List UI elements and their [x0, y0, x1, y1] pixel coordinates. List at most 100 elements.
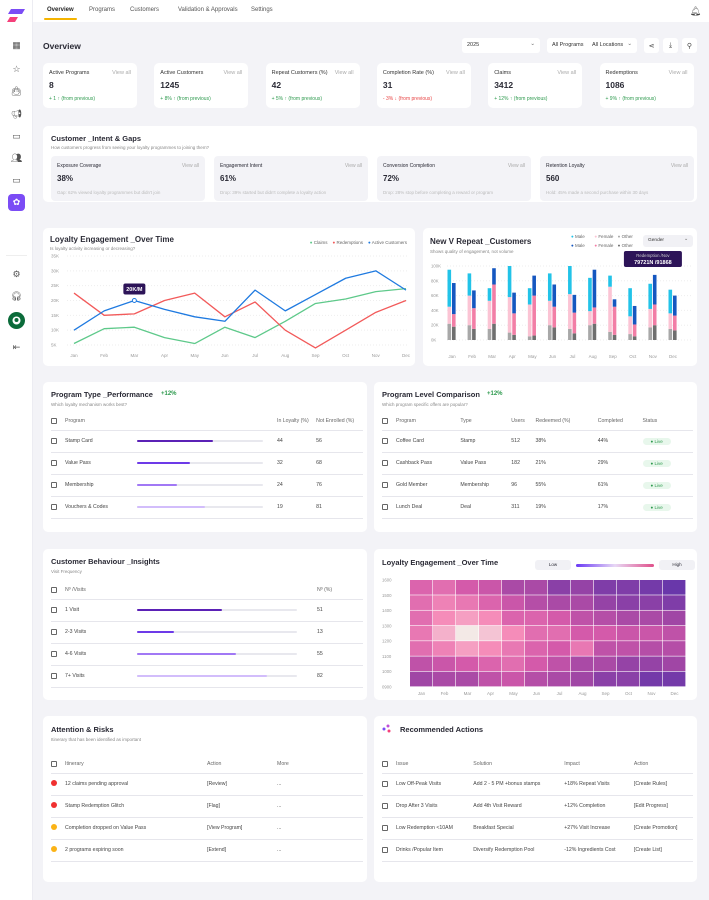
table-row[interactable]: Drinks /Popular Item Diversify Redemption…: [382, 839, 693, 862]
table-row[interactable]: Lunch Deal Deal 311 19% 17% ● Live: [382, 496, 693, 519]
table-row[interactable]: Cashback Pass Value Pass 182 21% 29% ● Live: [382, 452, 693, 475]
checkbox[interactable]: [382, 481, 388, 488]
table-row[interactable]: Coffee Card Stamp 512 38% 44% ● Live: [382, 430, 693, 453]
checkbox[interactable]: [382, 417, 388, 424]
users-icon[interactable]: 👥︎: [10, 153, 23, 163]
download-icon[interactable]: ⤓: [663, 38, 678, 53]
kpi-label: Redemptions: [605, 70, 638, 76]
table-row[interactable]: 4-6 Visits 55: [51, 643, 363, 666]
bar-repeat-other: [652, 325, 657, 340]
checkbox[interactable]: [51, 503, 57, 510]
view-all-link[interactable]: View all: [344, 163, 362, 169]
table-row[interactable]: Membership 24 76: [51, 474, 363, 497]
view-all-link[interactable]: View all: [112, 70, 131, 76]
table-row[interactable]: Vouchers & Codes 19 81: [51, 496, 363, 519]
checkbox[interactable]: [382, 846, 388, 853]
checkbox[interactable]: [382, 459, 388, 466]
view-all-link[interactable]: View all: [507, 163, 525, 169]
app-logo[interactable]: [7, 9, 25, 23]
view-all-link[interactable]: View all: [557, 70, 577, 76]
tab-customers[interactable]: Customers: [130, 7, 160, 13]
action-link[interactable]: [Flag]: [207, 795, 277, 818]
checkbox[interactable]: [51, 459, 57, 466]
view-all-link[interactable]: View all: [334, 70, 354, 76]
checkbox[interactable]: [51, 481, 57, 488]
section-subtitle: Itinerary that has been identified as im…: [51, 737, 142, 742]
logout-icon[interactable]: ⇤: [12, 342, 21, 352]
view-all-link[interactable]: View all: [670, 163, 688, 169]
tab-settings[interactable]: Settings: [251, 7, 273, 13]
more-button[interactable]: ...: [277, 817, 363, 840]
table-row[interactable]: 2 programs expiring soon [Extend]...: [51, 839, 363, 862]
table-row[interactable]: 7+ Visits 82: [51, 665, 363, 688]
loyalty-icon[interactable]: ✿: [8, 194, 25, 211]
more-button[interactable]: ...: [277, 839, 363, 862]
not-enrolled: 68: [316, 452, 363, 475]
heatmap-cell: [594, 625, 617, 641]
view-all-link[interactable]: View all: [446, 70, 465, 76]
card-icon[interactable]: ▭: [12, 175, 21, 185]
heatmap-cell: [502, 641, 525, 656]
checkbox[interactable]: [51, 606, 57, 613]
checkbox[interactable]: [51, 586, 57, 593]
heatmap-cell: [640, 671, 663, 687]
heatmap-cell: [663, 580, 686, 595]
star-icon[interactable]: ☆: [12, 64, 21, 74]
checkbox[interactable]: [51, 437, 57, 444]
table-row[interactable]: Stamp Card 44 56: [51, 430, 363, 453]
tab-validation-approvals[interactable]: Validation & Approvals: [178, 7, 238, 13]
table-row[interactable]: Low Redemption <10AM Breakfast Special +27…: [382, 817, 693, 840]
heatmap-cell: [525, 580, 548, 595]
checkbox[interactable]: [51, 417, 57, 424]
table-row[interactable]: Drop After 3 Visits Add 4th Visit Reward +…: [382, 795, 693, 818]
table-row[interactable]: 2-3 Visits 13: [51, 621, 363, 644]
checkbox[interactable]: [382, 802, 388, 809]
megaphone-icon[interactable]: 📢︎: [10, 109, 23, 119]
action-link[interactable]: [Extend]: [207, 839, 277, 862]
checkbox[interactable]: [382, 760, 388, 767]
gender-dropdown[interactable]: Gender ⌄: [643, 235, 693, 247]
search-icon[interactable]: ⚲: [682, 38, 697, 53]
more-button[interactable]: ...: [277, 795, 363, 818]
filter-dropdown[interactable]: All Locations ⌄: [587, 38, 637, 53]
y-tick-label: 1000: [382, 669, 392, 674]
bell-icon[interactable]: 🔔︎: [689, 6, 701, 16]
tab-overview[interactable]: Overview: [44, 7, 77, 20]
chat-icon[interactable]: ▭: [12, 131, 21, 141]
view-all-link[interactable]: View all: [223, 70, 243, 76]
table-row[interactable]: 12 claims pending approval [Review]...: [51, 773, 363, 796]
table-row[interactable]: Gold Member Membership 96 55% 61% ● Live: [382, 474, 693, 497]
table-row[interactable]: Low Off-Peak Visits Add 2 - 5 PM +bonus s…: [382, 773, 693, 796]
bar-new-male: [668, 289, 673, 314]
checkbox[interactable]: [51, 628, 57, 635]
checkbox[interactable]: [382, 780, 388, 787]
filter-dropdown[interactable]: 2025 ⌄: [462, 38, 540, 53]
table-row[interactable]: Value Pass 32 68: [51, 452, 363, 475]
brand-logo[interactable]: [8, 312, 25, 329]
more-button[interactable]: ...: [277, 773, 363, 796]
view-all-link[interactable]: View all: [181, 163, 199, 169]
table-row[interactable]: Completion dropped on Value Pass [View Pr…: [51, 817, 363, 840]
checkbox[interactable]: [382, 824, 388, 831]
tab-programs[interactable]: Programs: [89, 7, 116, 13]
checkbox[interactable]: [51, 672, 57, 679]
bag-icon[interactable]: 👜︎: [10, 86, 23, 96]
checkbox[interactable]: [51, 650, 57, 657]
share-icon[interactable]: ⋖: [644, 38, 659, 53]
grid-icon[interactable]: ▦: [12, 40, 21, 50]
action-link[interactable]: [Edit Progress]: [633, 795, 693, 818]
kpi-change: + 5% ↑ (from previous): [271, 96, 323, 102]
checkbox[interactable]: [51, 760, 57, 767]
action-link[interactable]: [Create Rules]: [633, 773, 693, 796]
settings-icon[interactable]: ⚙: [12, 269, 21, 279]
checkbox[interactable]: [382, 503, 388, 510]
table-row[interactable]: Stamp Redemption Glitch [Flag]...: [51, 795, 363, 818]
view-all-link[interactable]: View all: [668, 70, 688, 76]
action-link[interactable]: [Review]: [207, 773, 277, 796]
headphones-icon[interactable]: 🎧︎: [10, 291, 23, 301]
table-row[interactable]: 1 Visit 51: [51, 599, 363, 622]
checkbox[interactable]: [382, 437, 388, 444]
action-link[interactable]: [Create Promotion]: [633, 817, 693, 840]
action-link[interactable]: [View Program]: [207, 817, 277, 840]
action-link[interactable]: [Create List]: [633, 839, 693, 862]
